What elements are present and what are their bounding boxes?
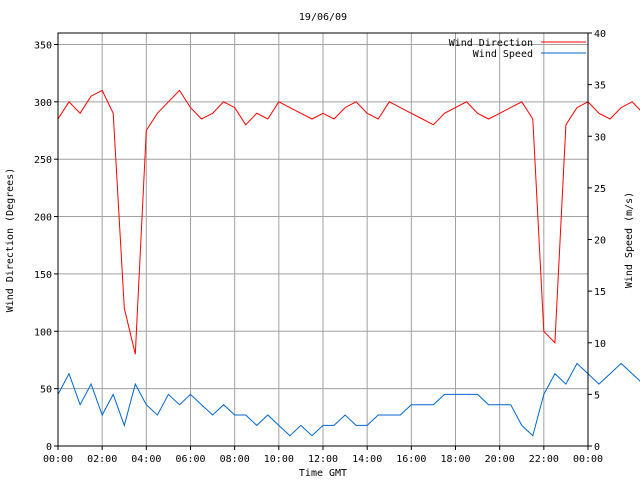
- y-left-tick-label: 250: [34, 155, 52, 166]
- x-tick-label: 08:00: [220, 454, 250, 465]
- y-right-tick-label: 35: [594, 81, 606, 92]
- x-tick-label: 12:00: [308, 454, 338, 465]
- plot-area: [57, 89, 640, 437]
- series-line-wind-speed: [57, 362, 640, 437]
- x-tick-label: 18:00: [440, 454, 470, 465]
- x-tick-label: 04:00: [131, 454, 161, 465]
- x-tick-label: 16:00: [396, 454, 426, 465]
- y-left-tick-label: 0: [46, 442, 52, 453]
- legend-label-wind-direction: Wind Direction: [449, 38, 533, 49]
- y-right-tick-label: 15: [594, 287, 606, 298]
- y-right-tick-label: 40: [594, 29, 606, 40]
- y-axis-right-label: Wind Speed (m/s): [624, 192, 635, 288]
- x-tick-label: 06:00: [175, 454, 205, 465]
- y-right-tick-label: 10: [594, 339, 606, 350]
- y-left-tick-label: 350: [34, 40, 52, 51]
- legend-label-wind-speed: Wind Speed: [473, 49, 533, 60]
- x-tick-label: 20:00: [485, 454, 515, 465]
- y-right-tick-label: 20: [594, 236, 606, 247]
- y-right-tick-label: 30: [594, 132, 606, 143]
- y-left-tick-label: 200: [34, 213, 52, 224]
- x-tick-label: 10:00: [264, 454, 294, 465]
- y-left-tick-label: 300: [34, 98, 52, 109]
- series-line-wind-direction: [57, 89, 640, 355]
- x-tick-label: 22:00: [529, 454, 559, 465]
- y-left-tick-label: 150: [34, 270, 52, 281]
- x-tick-label: 00:00: [573, 454, 603, 465]
- x-tick-label: 00:00: [43, 454, 73, 465]
- y-axis-left-label: Wind Direction (Degrees): [5, 168, 16, 313]
- y-right-tick-label: 5: [594, 390, 600, 401]
- x-axis-label: Time GMT: [299, 468, 347, 479]
- grid: [58, 33, 588, 446]
- legend: Wind Direction Wind Speed: [449, 38, 586, 60]
- y-left-tick-label: 100: [34, 327, 52, 338]
- chart-title: 19/06/09: [299, 12, 347, 23]
- axes: 00:00 02:00 04:00 06:00 08:00 10:00 12:00 14:00…: [34, 29, 606, 465]
- x-tick-label: 14:00: [352, 454, 382, 465]
- x-tick-label: 02:00: [87, 454, 117, 465]
- y-right-tick-label: 25: [594, 184, 606, 195]
- y-left-tick-label: 50: [40, 385, 52, 396]
- y-right-tick-label: 0: [594, 442, 600, 453]
